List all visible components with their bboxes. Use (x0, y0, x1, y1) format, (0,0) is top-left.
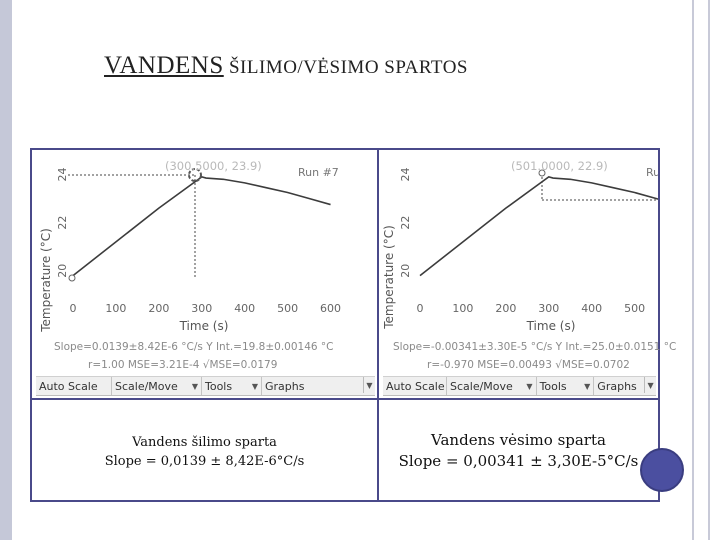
start-marker[interactable] (68, 274, 76, 282)
fit-stats-line1: Slope=0.0139±8.42E-6 °C/s Y Int.=19.8±0.… (54, 341, 334, 353)
coordinate-readout: (300.5000, 23.9) (165, 159, 262, 173)
right-graph[interactable]: Temperature (°C) 20 22 24 0 100 200 300 400 500… (379, 150, 658, 376)
fit-stats-line1: Slope=-0.00341±3.30E-5 °C/s Y Int.=25.0±… (393, 341, 677, 353)
right-graph-panel: Temperature (°C) 20 22 24 0 100 200 300 400 500… (379, 150, 676, 398)
x-tick-label: 400 (581, 302, 602, 315)
caption-slope: Slope = 0,0139 ± 8,42E-6°C/s (104, 454, 305, 469)
left-caption: Vandens šilimo sparta Slope = 0,0139 ± 8… (32, 433, 377, 471)
x-tick-label: 0 (417, 302, 424, 315)
y-tick-label: 22 (56, 216, 69, 230)
slide-right-line (708, 0, 710, 540)
graphs-menu[interactable]: Graphs (265, 379, 305, 393)
x-tick-label: 300 (191, 302, 212, 315)
slide-left-strip (0, 0, 12, 540)
x-tick-label: 0 (70, 302, 77, 315)
x-tick-label: 500 (624, 302, 645, 315)
x-tick-label: 200 (148, 302, 169, 315)
horizontal-divider (32, 398, 658, 400)
x-tick-label: 500 (277, 302, 298, 315)
x-tick-label: 300 (538, 302, 559, 315)
vertical-divider (377, 150, 379, 500)
title-small: ŠILIMO/VĖSIMO SPARTOS (223, 57, 468, 78)
caption-title: Vandens šilimo sparta (132, 435, 277, 450)
x-tick-label: 200 (495, 302, 516, 315)
slide-right-line (692, 0, 694, 540)
x-tick-label: 100 (105, 302, 126, 315)
x-axis-label: Time (s) (526, 319, 576, 333)
run-label: Run #7 (646, 166, 658, 179)
x-tick-label: 100 (452, 302, 473, 315)
y-tick-label: 20 (56, 264, 69, 278)
series-line (419, 175, 658, 277)
left-graph-panel: Temperature (°C) 20 22 24 0 100 200 300 400 500… (32, 150, 377, 398)
selection-marker[interactable] (188, 168, 202, 182)
auto-scale-button[interactable]: Auto Scale (36, 377, 112, 395)
left-graph[interactable]: Temperature (°C) 20 22 24 0 100 200 300 400 500… (32, 150, 377, 376)
dropdown-arrow-icon[interactable]: ▼ (363, 377, 375, 393)
coordinate-readout: (501.0000, 22.9) (511, 159, 608, 173)
dropdown-arrow-icon: ▼ (191, 381, 198, 391)
graphs-menu[interactable]: Graphs (597, 379, 637, 393)
graph-toolbar: Auto Scale Scale/Move ▼ Tools ▼ Graphs ▼ (36, 376, 375, 396)
run-label: Run #7 (298, 166, 339, 179)
right-caption: Vandens vėsimo sparta Slope = 0,00341 ± … (379, 430, 658, 472)
dropdown-arrow-icon: ▼ (251, 381, 258, 391)
scale-move-menu[interactable]: Scale/Move ▼ (447, 377, 537, 395)
start-marker[interactable] (538, 169, 546, 177)
dropdown-arrow-icon[interactable]: ▼ (644, 377, 656, 393)
decorative-circle (640, 448, 684, 492)
y-axis-label: Temperature (°C) (382, 225, 396, 330)
y-tick-label: 24 (56, 167, 69, 181)
x-tick-label: 400 (234, 302, 255, 315)
scale-move-menu[interactable]: Scale/Move ▼ (112, 377, 202, 395)
y-tick-label: 20 (399, 264, 412, 278)
slide-title: VANDENS ŠILIMO/VĖSIMO SPARTOS (104, 52, 468, 80)
auto-scale-button[interactable]: Auto Scale (383, 377, 447, 395)
y-axis-label: Temperature (°C) (39, 228, 53, 333)
dropdown-arrow-icon: ▼ (526, 381, 533, 391)
y-tick-label: 24 (399, 167, 412, 181)
content-frame: Temperature (°C) 20 22 24 0 100 200 300 400 500… (30, 148, 676, 502)
title-big: VANDENS (104, 52, 224, 79)
dropdown-arrow-icon: ▼ (584, 381, 591, 391)
fit-stats-line2: r=-0.970 MSE=0.00493 √MSE=0.0702 (427, 359, 630, 371)
x-axis-label: Time (s) (179, 319, 229, 333)
series-line (72, 175, 331, 277)
y-tick-label: 22 (399, 216, 412, 230)
tools-menu[interactable]: Tools ▼ (537, 377, 595, 395)
tools-menu[interactable]: Tools ▼ (202, 377, 262, 395)
x-tick-label: 600 (320, 302, 341, 315)
graph-toolbar: Auto Scale Scale/Move ▼ Tools ▼ Graphs ▼ (383, 376, 656, 396)
caption-title: Vandens vėsimo sparta (431, 431, 606, 449)
fit-stats-line2: r=1.00 MSE=3.21E-4 √MSE=0.0179 (88, 359, 278, 371)
caption-slope: Slope = 0,00341 ± 3,30E-5°C/s (398, 452, 639, 470)
